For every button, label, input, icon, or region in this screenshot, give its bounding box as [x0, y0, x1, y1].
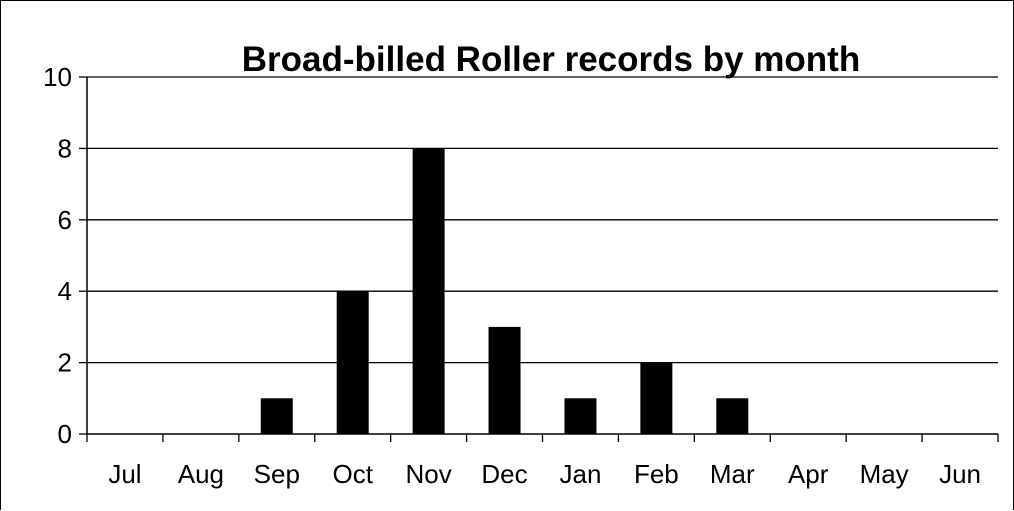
bar-jan — [564, 398, 597, 434]
y-tick-label-8: 8 — [58, 133, 72, 163]
bar-mar — [716, 398, 749, 434]
chart-title: Broad-billed Roller records by month — [242, 40, 860, 79]
axes — [79, 76, 999, 442]
x-tick-label-jun: Jun — [939, 459, 981, 489]
y-tick-label-6: 6 — [58, 205, 72, 235]
x-tick-label-may: May — [860, 459, 909, 489]
x-tick-labels: Jul Aug Sep Oct Nov Dec Jan Feb Mar Apr May Jun — [108, 459, 981, 489]
x-tick-label-nov: Nov — [406, 459, 452, 489]
y-tick-label-4: 4 — [58, 276, 72, 306]
x-tick-label-jul: Jul — [108, 459, 141, 489]
x-tick-label-sep: Sep — [254, 459, 300, 489]
y-tick-label-10: 10 — [43, 62, 72, 92]
y-tick-label-2: 2 — [58, 348, 72, 378]
bars — [260, 148, 749, 434]
y-tick-labels: 0 2 4 6 8 10 — [43, 62, 72, 449]
bar-dec — [488, 326, 521, 434]
x-tick-label-jan: Jan — [559, 459, 601, 489]
x-tick-label-dec: Dec — [481, 459, 527, 489]
x-tick-label-feb: Feb — [634, 459, 679, 489]
bar-nov — [412, 148, 445, 434]
x-tick-label-aug: Aug — [178, 459, 224, 489]
x-tick-label-oct: Oct — [332, 459, 373, 489]
x-tick-label-apr: Apr — [788, 459, 829, 489]
bar-sep — [260, 398, 293, 434]
x-tick-label-mar: Mar — [710, 459, 755, 489]
y-tick-label-0: 0 — [58, 419, 72, 449]
bar-oct — [336, 291, 369, 434]
bar-feb — [640, 362, 673, 434]
gridlines — [87, 76, 998, 364]
